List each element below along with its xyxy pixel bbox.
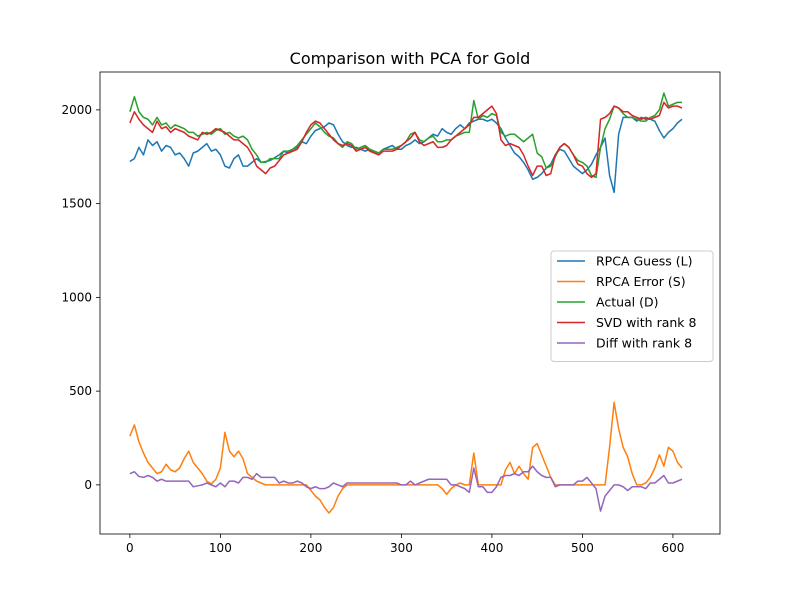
series-line-4 [129,101,683,179]
plot-frame [99,71,721,535]
y-tick-label: 0 [84,478,92,492]
x-tick-label: 300 [390,541,413,555]
y-tick-label: 1000 [61,290,92,304]
x-tick-label: 100 [209,541,232,555]
legend-label-2: RPCA Error (S) [596,274,686,289]
x-tick-label: 200 [299,541,322,555]
y-tick-label: 1500 [61,197,92,211]
legend-box [550,250,714,362]
legend-label-3: Actual (D) [596,295,659,310]
series-layer [129,92,683,514]
y-tick-label: 500 [69,384,92,398]
x-tick-label: 500 [571,541,594,555]
chart-title: Comparison with PCA for Gold [290,49,531,68]
series-line-1 [129,116,683,194]
x-tick-label: 600 [661,541,684,555]
legend-label-4: SVD with rank 8 [596,315,697,330]
legend-label-1: RPCA Guess (L) [596,254,693,269]
legend: RPCA Guess (L) RPCA Error (S) Actual (D) SV… [550,250,714,362]
axis-ticks: 0 100 200 300 400 500 600 0 500 1000 1500 2000 [61,103,684,555]
y-tick-label: 2000 [61,103,92,117]
x-tick-label: 0 [126,541,134,555]
x-tick-label: 400 [480,541,503,555]
legend-label-5: Diff with rank 8 [596,336,692,351]
series-line-5 [129,465,683,512]
